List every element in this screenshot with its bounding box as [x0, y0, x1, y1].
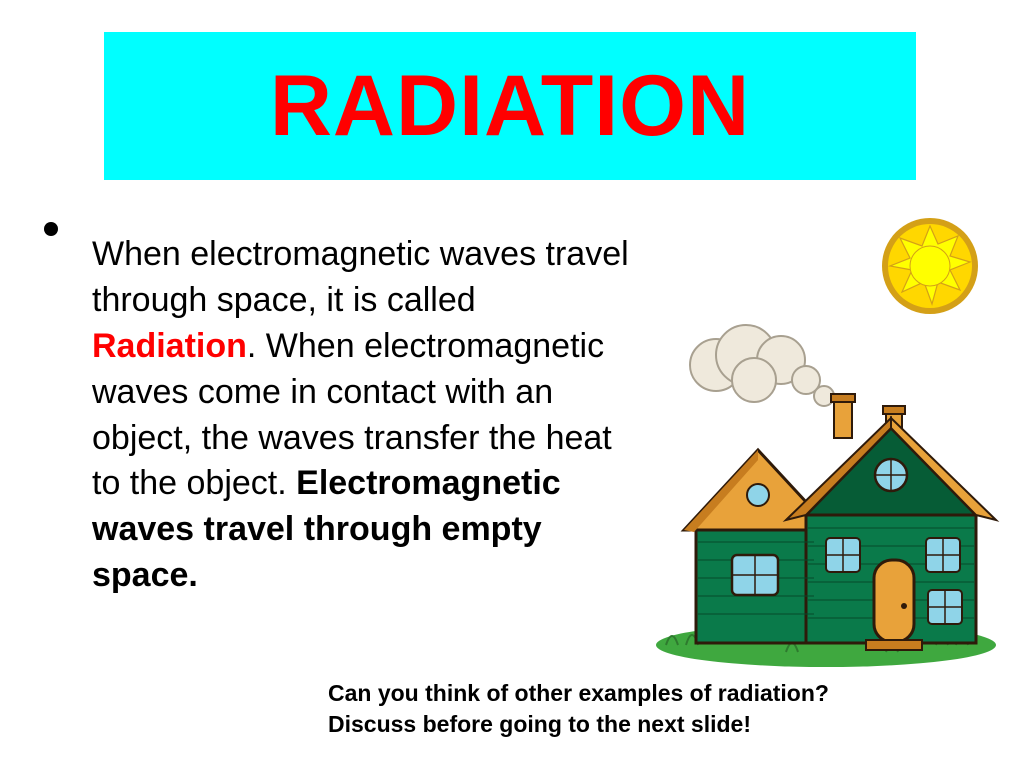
body-paragraph: When electromagnetic waves travel throug… [92, 232, 648, 599]
slide-title: RADIATION [270, 57, 750, 156]
title-banner: RADIATION [104, 32, 916, 180]
keyword-radiation: Radiation [92, 327, 247, 365]
house-icon [636, 310, 1006, 670]
footer-prompt: Can you think of other examples of radia… [328, 678, 948, 740]
footer-line1: Can you think of other examples of radia… [328, 680, 829, 706]
bullet-dot [44, 222, 58, 236]
sun-icon [880, 216, 980, 316]
body-pre: When electromagnetic waves travel throug… [92, 235, 629, 319]
footer-line2: Discuss before going to the next slide! [328, 711, 751, 737]
